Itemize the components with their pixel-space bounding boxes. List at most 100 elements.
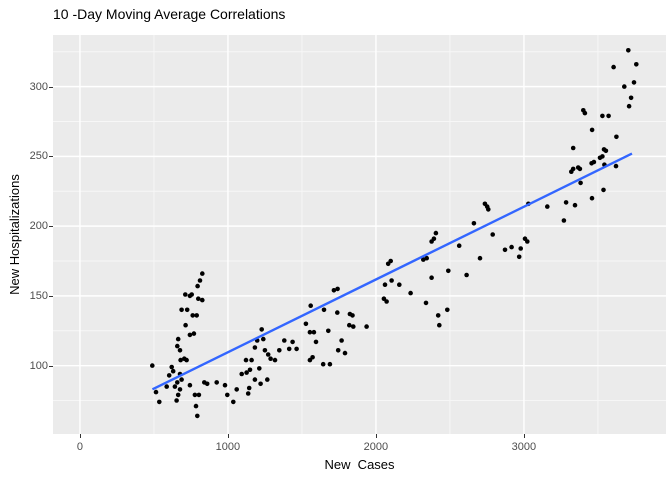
scatter-point [471, 221, 477, 226]
scatter-point [184, 357, 189, 363]
scatter-point [231, 399, 236, 405]
scatter-point [187, 382, 193, 388]
scatter-point [172, 384, 178, 389]
scatter-point [606, 113, 611, 119]
scatter-point [157, 399, 162, 405]
scatter-point [435, 313, 441, 318]
scatter-point [166, 373, 172, 378]
scatter-point [272, 357, 278, 363]
scatter-point [200, 297, 205, 303]
scatter-point [174, 398, 179, 403]
x-tick-mark [79, 434, 81, 438]
trend-line [151, 152, 633, 391]
scatter-point [464, 272, 469, 278]
scatter-point [570, 166, 576, 172]
scatter-point [196, 296, 201, 302]
scatter-point [247, 367, 253, 373]
scatter-point [600, 154, 605, 159]
scatter-point [634, 62, 639, 67]
x-tick-label: 2000 [363, 441, 389, 453]
scatter-point [277, 348, 282, 353]
scatter-point [603, 148, 609, 154]
scatter-point [294, 346, 299, 352]
x-tick-mark [523, 434, 525, 438]
scatter-point [245, 391, 251, 396]
y-axis-title-text: New Hospitalizations [6, 174, 22, 295]
scatter-point [388, 258, 394, 264]
scatter-point [350, 313, 355, 318]
scatter-point [327, 361, 333, 367]
scatter-point [183, 292, 188, 297]
scatter-point [244, 370, 249, 375]
scatter-point [178, 357, 183, 363]
scatter-point [257, 366, 262, 371]
scatter-point [335, 286, 340, 292]
scatter-point [364, 324, 369, 329]
scatter-point [192, 392, 198, 398]
scatter-point [225, 392, 230, 398]
scatter-point [626, 103, 632, 109]
scatter-point [516, 254, 522, 260]
y-axis-title: New Hospitalizations [6, 35, 22, 434]
y-tick-label: 100 [29, 359, 48, 372]
scatter-point [614, 134, 619, 140]
y-tick-label: 150 [29, 289, 48, 302]
scatter-point [193, 403, 199, 409]
scatter-point [195, 283, 200, 289]
scatter-point [502, 247, 508, 253]
scatter-point [423, 300, 429, 306]
scatter-point [313, 339, 319, 345]
scatter-point [268, 356, 273, 362]
scatter-point [175, 343, 180, 349]
scatter-point [303, 321, 309, 327]
scatter-point [179, 307, 184, 313]
scatter-point [582, 110, 588, 116]
scatter-point [626, 48, 631, 53]
scatter-plot-svg [53, 35, 666, 434]
scatter-point [204, 381, 210, 387]
scatter-point [195, 413, 200, 419]
scatter-point [249, 357, 254, 363]
x-tick-label: 1000 [215, 441, 241, 453]
scatter-point [545, 204, 550, 209]
scatter-point [384, 299, 389, 304]
scatter-point [445, 307, 450, 313]
scatter-point [347, 322, 352, 328]
scatter-point [261, 336, 266, 342]
plot-title: 10 -Day Moving Average Correlations [53, 6, 286, 22]
scatter-point [509, 244, 514, 250]
scatter-point [310, 355, 315, 360]
y-tick-mark [49, 226, 53, 228]
scatter-point [243, 357, 249, 363]
y-tick-label: 250 [29, 150, 48, 163]
scatter-point [431, 236, 437, 241]
scatter-point [252, 345, 258, 350]
scatter-point [335, 310, 340, 315]
scatter-point [563, 200, 569, 205]
scatter-point [214, 380, 219, 385]
scatter-point [525, 239, 530, 244]
scatter-point [397, 282, 402, 287]
scatter-point [490, 232, 496, 237]
scatter-point [282, 338, 287, 343]
scatter-point [335, 348, 341, 353]
scatter-point [591, 159, 597, 165]
scatter-point [486, 207, 491, 212]
scatter-point [190, 313, 195, 318]
scatter-point [259, 327, 264, 332]
scatter-point [518, 246, 523, 251]
scatter-point [200, 271, 205, 276]
scatter-point [589, 127, 595, 133]
y-tick-mark [49, 156, 53, 158]
scatter-point [320, 361, 326, 367]
scatter-point [169, 364, 174, 370]
scatter-point [175, 392, 181, 398]
scatter-point [164, 384, 169, 389]
scatter-point [177, 348, 183, 353]
scatter-point [589, 195, 595, 201]
scatter-point [187, 332, 193, 338]
scatter-point [234, 387, 239, 392]
scatter-point [265, 377, 270, 382]
scatter-point [339, 338, 344, 343]
scatter-point [222, 382, 228, 388]
